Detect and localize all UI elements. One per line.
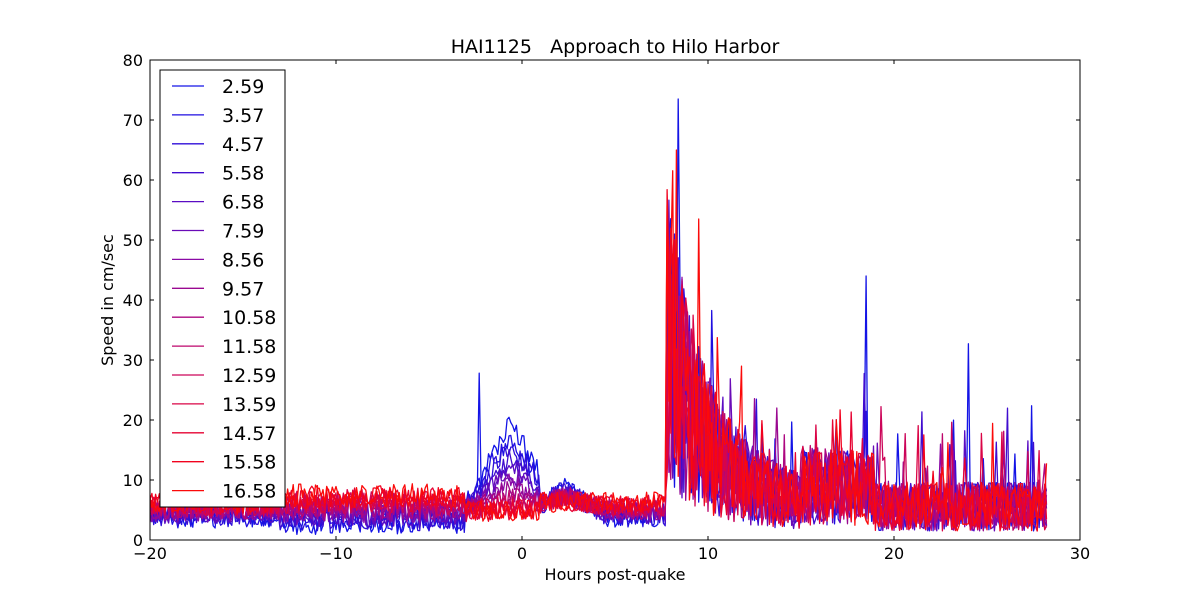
y-tick-label: 40 [123,291,143,310]
series-layer [150,98,1048,536]
chart-title: HAI1125 Approach to Hilo Harbor [451,36,780,58]
y-ticks: 0 10 20 30 40 50 60 70 80 [123,51,1080,550]
legend-label: 10.58 [222,307,276,329]
legend-label: 11.58 [222,336,276,358]
legend-label: 3.57 [222,105,264,127]
legend: 2.59 3.57 4.57 5.58 6.58 7.59 8.56 9.57 10.58 11.… [159,69,286,508]
legend-label: 12.59 [222,365,276,387]
series-line-15.58 [150,189,1047,532]
x-tick-label: −20 [133,544,167,563]
y-tick-label: 10 [123,471,143,490]
legend-label: 8.56 [222,249,264,271]
y-tick-label: 30 [123,351,143,370]
y-tick-label: 70 [123,111,143,130]
series-line-16.58 [150,149,1048,532]
legend-label: 15.58 [222,452,276,474]
x-tick-label: 30 [1070,544,1090,563]
x-tick-label: −10 [319,544,353,563]
legend-label: 5.58 [222,163,264,185]
legend-label: 13.59 [222,394,276,416]
legend-label: 4.57 [222,134,264,156]
legend-label: 6.58 [222,192,264,214]
legend-label: 7.59 [222,221,264,243]
x-axis-label: Hours post-quake [545,565,686,584]
plot-area [150,60,1080,540]
x-tick-label: 10 [698,544,718,563]
x-tick-label: 0 [517,544,527,563]
y-tick-label: 0 [133,531,143,550]
legend-label: 2.59 [222,76,264,98]
x-tick-label: 20 [884,544,904,563]
legend-label: 16.58 [222,481,276,503]
y-tick-label: 20 [123,411,143,430]
y-tick-label: 50 [123,231,143,250]
y-tick-label: 60 [123,171,143,190]
x-ticks: −20 −10 0 10 20 30 [133,60,1090,563]
legend-label: 14.57 [222,423,276,445]
legend-label: 9.57 [222,278,264,300]
y-axis-label: Speed in cm/sec [98,234,117,366]
y-tick-label: 80 [123,51,143,70]
